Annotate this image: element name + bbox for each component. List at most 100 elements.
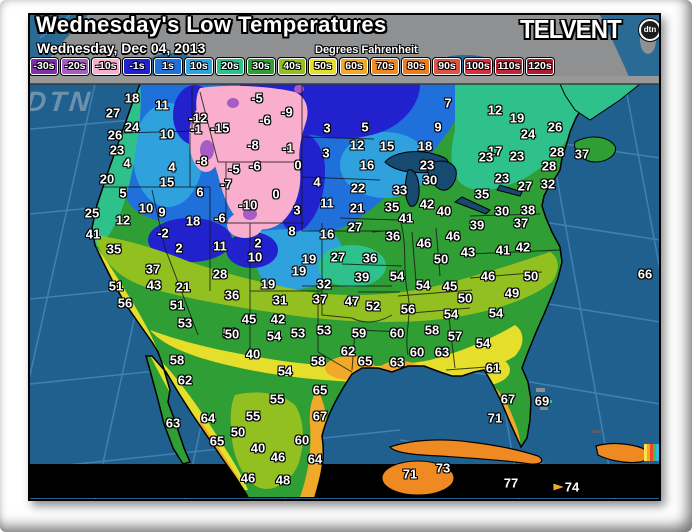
temp-label: 16 bbox=[359, 157, 375, 173]
temp-label: 61 bbox=[485, 360, 501, 376]
temp-label: 3 bbox=[322, 145, 330, 161]
temp-label: 36 bbox=[362, 250, 378, 266]
temp-label: 18 bbox=[124, 90, 140, 106]
legend-item: 20s bbox=[216, 58, 244, 75]
arrow-marker-icon bbox=[552, 482, 567, 492]
telvent-logo: TELVENT bbox=[520, 14, 622, 44]
temp-label: 24 bbox=[520, 126, 536, 142]
temp-label: 50 bbox=[433, 251, 449, 267]
yucatan bbox=[381, 460, 455, 496]
temp-label: -10 bbox=[238, 197, 258, 213]
temp-label: 65 bbox=[312, 382, 328, 398]
legend-item: 70s bbox=[371, 58, 399, 75]
temp-label: 27 bbox=[330, 249, 346, 265]
temp-label: 0 bbox=[272, 186, 280, 202]
temp-label: 52 bbox=[365, 298, 381, 314]
temp-label: 8 bbox=[288, 223, 296, 239]
temp-label: 67 bbox=[312, 408, 328, 424]
temp-label: 46 bbox=[445, 228, 461, 244]
temp-label: 18 bbox=[185, 213, 201, 229]
temp-label: 15 bbox=[159, 174, 175, 190]
temp-label: 59 bbox=[351, 325, 367, 341]
temp-label: 27 bbox=[347, 219, 363, 235]
temp-label: 53 bbox=[316, 322, 332, 338]
temp-label: 9 bbox=[158, 204, 166, 220]
temp-label: -1 bbox=[190, 121, 202, 137]
temp-label: 5 bbox=[361, 119, 369, 135]
temp-label: 69 bbox=[534, 393, 550, 409]
temp-label: 42 bbox=[515, 239, 531, 255]
temp-label: 50 bbox=[523, 268, 539, 284]
temp-label: -5 bbox=[228, 161, 240, 177]
legend-item: -1s bbox=[123, 58, 151, 75]
temp-label: 12 bbox=[349, 137, 365, 153]
temp-label: 67 bbox=[500, 391, 516, 407]
temp-label: 33 bbox=[392, 182, 408, 198]
temp-label: 39 bbox=[469, 217, 485, 233]
temp-label: 10 bbox=[159, 126, 175, 142]
coastline bbox=[91, 83, 583, 498]
temp-label: 56 bbox=[400, 301, 416, 317]
temp-label: 26 bbox=[547, 119, 563, 135]
temp-label: 10 bbox=[247, 249, 263, 265]
temp-label: 28 bbox=[541, 158, 557, 174]
temp-label: 41 bbox=[85, 226, 101, 242]
temp-label: 71 bbox=[402, 466, 418, 482]
temp-label: 35 bbox=[106, 241, 122, 257]
temp-label: -6 bbox=[214, 210, 226, 226]
temp-label: 43 bbox=[146, 277, 162, 293]
legend-item: 90s bbox=[433, 58, 461, 75]
temp-label: 50 bbox=[224, 326, 240, 342]
no-data-band bbox=[30, 464, 659, 498]
temp-label: 46 bbox=[240, 470, 256, 486]
temp-label: 71 bbox=[487, 410, 503, 426]
temp-label: 40 bbox=[436, 203, 452, 219]
temp-label: 3 bbox=[323, 120, 331, 136]
temp-label: 15 bbox=[379, 138, 395, 154]
temp-label: 11 bbox=[213, 238, 227, 254]
jamaica bbox=[592, 430, 601, 433]
temp-label: 63 bbox=[165, 415, 181, 431]
temp-label: 55 bbox=[245, 408, 261, 424]
temp-label: 31 bbox=[272, 292, 288, 308]
temp-label: 37 bbox=[312, 291, 328, 307]
legend-item: 80s bbox=[402, 58, 430, 75]
temp-label: 45 bbox=[442, 278, 458, 294]
temp-label: 54 bbox=[389, 268, 405, 284]
state-borders bbox=[103, 86, 561, 373]
temp-label: 21 bbox=[349, 200, 365, 216]
temp-label: 25 bbox=[84, 205, 100, 221]
temp-label: -15 bbox=[210, 120, 230, 136]
temp-label: 42 bbox=[270, 311, 286, 327]
temp-label: 60 bbox=[294, 432, 310, 448]
temp-label: 28 bbox=[212, 266, 228, 282]
temp-label: 21 bbox=[175, 279, 191, 295]
temp-label: 11 bbox=[155, 97, 169, 113]
bahamas-island bbox=[536, 388, 545, 392]
temp-label: 19 bbox=[301, 251, 317, 267]
temp-label: 48 bbox=[275, 472, 291, 488]
temp-label: 36 bbox=[224, 287, 240, 303]
legend-item: -10s bbox=[92, 58, 120, 75]
temp-label: 46 bbox=[480, 268, 496, 284]
temperature-legend: -30s -20s -10s -1s 1s 10s 20s 30s 40s 50s 60s 70s 80… bbox=[30, 58, 554, 75]
units-label: Degrees Fahrenheit bbox=[315, 44, 418, 56]
dtn-watermark: DTN bbox=[28, 86, 95, 117]
temp-label: 6 bbox=[196, 184, 204, 200]
temp-label: 56 bbox=[117, 295, 133, 311]
temp-label: -6 bbox=[249, 158, 261, 174]
temp-label: 4 bbox=[168, 159, 176, 175]
legend-item: 120s bbox=[526, 58, 554, 75]
temp-label: 53 bbox=[290, 325, 306, 341]
temp-label: 4 bbox=[313, 174, 321, 190]
temp-label: -2 bbox=[157, 225, 169, 241]
temp-label: 0 bbox=[294, 157, 302, 173]
temp-label: 37 bbox=[145, 261, 161, 277]
temp-label: 39 bbox=[354, 269, 370, 285]
temp-label: 36 bbox=[385, 228, 401, 244]
temp-label: 19 bbox=[260, 276, 276, 292]
temp-label: 7 bbox=[444, 95, 452, 111]
temp-label: 19 bbox=[291, 263, 307, 279]
temp-label: 37 bbox=[574, 146, 590, 162]
